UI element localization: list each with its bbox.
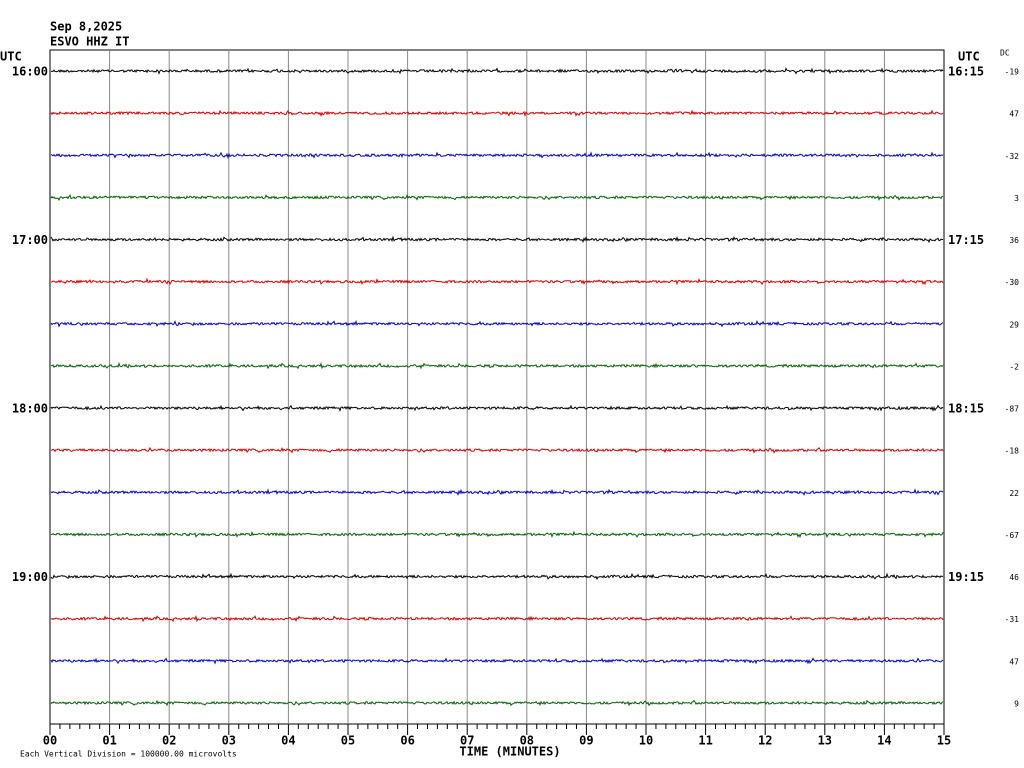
dc-value: -2 bbox=[1009, 362, 1019, 371]
trace bbox=[50, 277, 944, 286]
station: ESVO HHZ IT bbox=[50, 35, 129, 49]
right-axis-title: UTC bbox=[958, 50, 980, 64]
x-tick-label: 11 bbox=[698, 734, 712, 748]
trace bbox=[50, 194, 944, 202]
dc-value: -19 bbox=[1005, 68, 1020, 77]
trace bbox=[50, 657, 944, 665]
trace bbox=[51, 446, 944, 454]
dc-value: -18 bbox=[1005, 447, 1020, 456]
x-tick-label: 03 bbox=[222, 734, 236, 748]
x-axis-title: TIME (MINUTES) bbox=[459, 745, 560, 759]
trace bbox=[50, 151, 944, 160]
trace bbox=[50, 235, 944, 244]
x-tick-label: 10 bbox=[639, 734, 653, 748]
dc-value: 29 bbox=[1009, 320, 1019, 329]
trace bbox=[50, 109, 944, 118]
trace bbox=[50, 572, 943, 581]
trace bbox=[50, 614, 944, 623]
trace bbox=[50, 530, 944, 539]
x-tick-label: 15 bbox=[937, 734, 951, 748]
left-hour-label: 16:00 bbox=[12, 65, 48, 79]
dc-value: 3 bbox=[1014, 194, 1019, 203]
left-axis-title: UTC bbox=[0, 50, 22, 64]
x-tick-label: 09 bbox=[579, 734, 593, 748]
date: Sep 8,2025 bbox=[50, 20, 122, 34]
trace bbox=[50, 404, 944, 413]
plot-frame bbox=[49, 49, 945, 725]
x-tick-label: 14 bbox=[877, 734, 891, 748]
trace bbox=[50, 361, 944, 370]
x-tick-label: 07 bbox=[460, 734, 474, 748]
dc-title: DC bbox=[1000, 49, 1010, 58]
dc-value: -32 bbox=[1005, 152, 1020, 161]
x-tick-label: 04 bbox=[281, 734, 295, 748]
dc-value: 47 bbox=[1009, 657, 1019, 666]
x-tick-label: 05 bbox=[341, 734, 355, 748]
trace bbox=[50, 699, 944, 707]
left-hour-label: 17:00 bbox=[12, 233, 48, 247]
left-hour-label: 19:00 bbox=[12, 570, 48, 584]
x-tick-label: 12 bbox=[758, 734, 772, 748]
dc-value: 36 bbox=[1009, 236, 1019, 245]
right-hour-label: 19:15 bbox=[948, 570, 984, 584]
right-hour-label: 16:15 bbox=[948, 65, 984, 79]
x-tick-label: 13 bbox=[818, 734, 832, 748]
dc-value: 9 bbox=[1014, 699, 1019, 708]
dc-value: -67 bbox=[1005, 531, 1020, 540]
x-tick-label: 08 bbox=[520, 734, 534, 748]
x-tick-label: 02 bbox=[162, 734, 176, 748]
trace bbox=[50, 67, 944, 75]
x-tick-label: 01 bbox=[102, 734, 116, 748]
trace bbox=[50, 319, 944, 328]
x-tick-label: 06 bbox=[400, 734, 414, 748]
dc-value: 47 bbox=[1009, 110, 1019, 119]
x-tick-label: 00 bbox=[43, 734, 57, 748]
dc-value: -30 bbox=[1005, 278, 1020, 287]
right-hour-label: 18:15 bbox=[948, 402, 984, 416]
footer: Each Vertical Division = 100000.00 micro… bbox=[20, 750, 237, 759]
left-hour-label: 18:00 bbox=[12, 402, 48, 416]
dc-value: -87 bbox=[1005, 405, 1020, 414]
dc-value: 22 bbox=[1009, 489, 1019, 498]
dc-value: 46 bbox=[1009, 573, 1019, 582]
right-hour-label: 17:15 bbox=[948, 233, 984, 247]
trace bbox=[50, 488, 944, 496]
dc-value: -31 bbox=[1005, 615, 1020, 624]
